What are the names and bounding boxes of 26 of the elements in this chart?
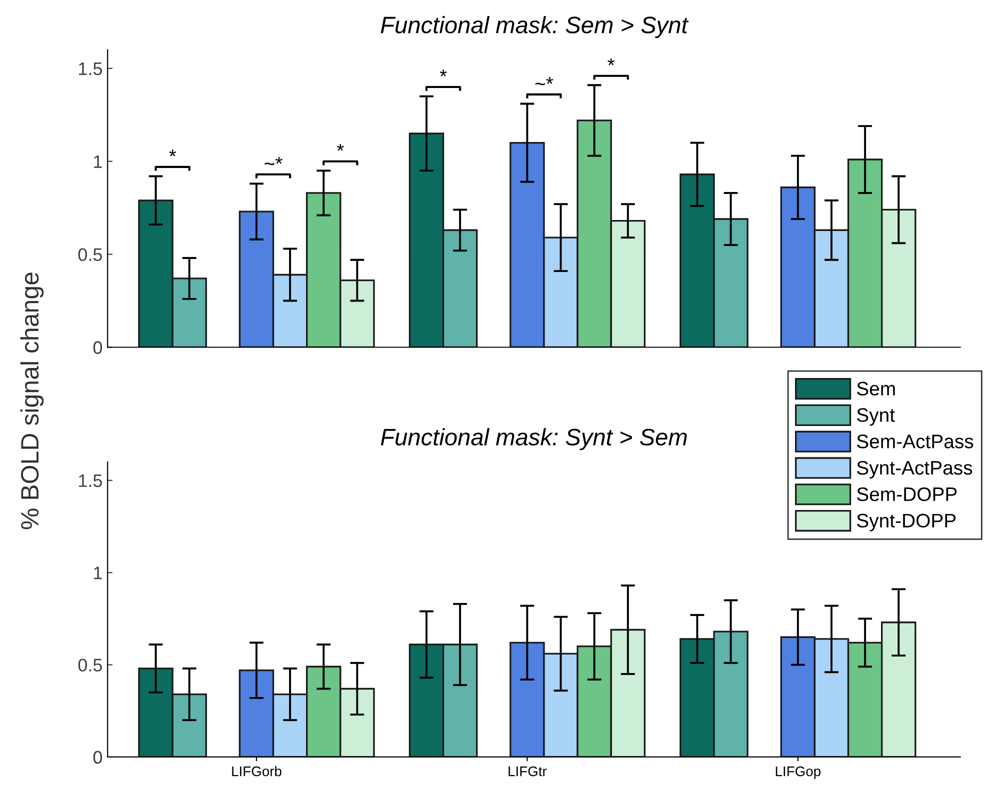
y-tick-label: 0.5 bbox=[78, 248, 102, 262]
y-tick-label: 0 bbox=[93, 341, 102, 354]
chart-title: Functional mask: Synt > Sem bbox=[380, 428, 687, 450]
annotation: * bbox=[336, 144, 344, 151]
legend-label: Sem bbox=[857, 382, 895, 396]
annotation: ~* bbox=[264, 156, 282, 166]
y-tick-label: 1 bbox=[94, 155, 102, 168]
y-axis-title: % BOLD signal change bbox=[20, 272, 44, 530]
annotation: * bbox=[608, 58, 615, 66]
y-tick-label: 0.5 bbox=[78, 658, 102, 672]
y-tick-label: 0 bbox=[93, 750, 102, 764]
chart-title: Functional mask: Sem > Synt bbox=[380, 16, 689, 38]
y-tick-label: 1.5 bbox=[79, 474, 102, 488]
legend-label: Synt-ActPass bbox=[857, 460, 972, 479]
annotation: ~* bbox=[535, 77, 554, 86]
annotation: * bbox=[440, 70, 447, 76]
legend-label: Sem-DOPP bbox=[857, 487, 957, 502]
legend-label: Sem-ActPass bbox=[857, 434, 974, 448]
x-tick-label: LIFGorb bbox=[232, 766, 282, 776]
x-tick-label: LIFGtr bbox=[508, 766, 547, 776]
legend-label: Synt bbox=[857, 408, 895, 426]
legend-label: Synt-DOPP bbox=[857, 514, 956, 532]
x-tick-label: LIFGop bbox=[776, 766, 820, 779]
y-tick-label: 1.5 bbox=[79, 62, 102, 76]
annotation: * bbox=[169, 150, 176, 156]
y-tick-label: 1 bbox=[94, 566, 102, 580]
